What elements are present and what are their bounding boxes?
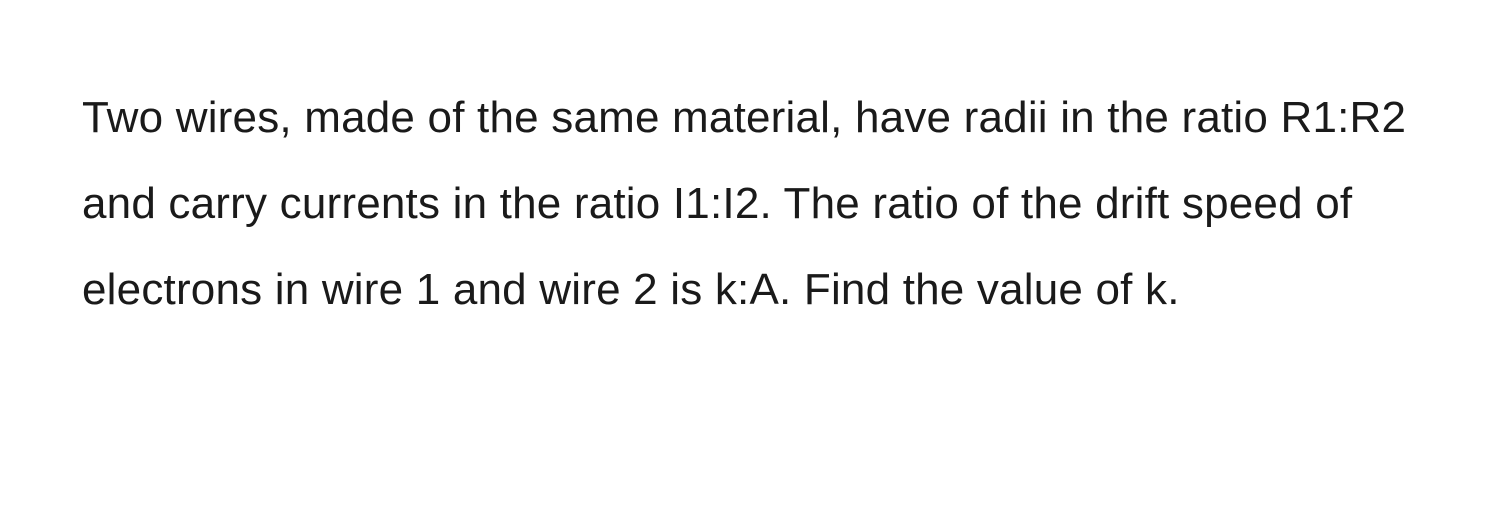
question-text: Two wires, made of the same material, ha… <box>82 75 1418 332</box>
